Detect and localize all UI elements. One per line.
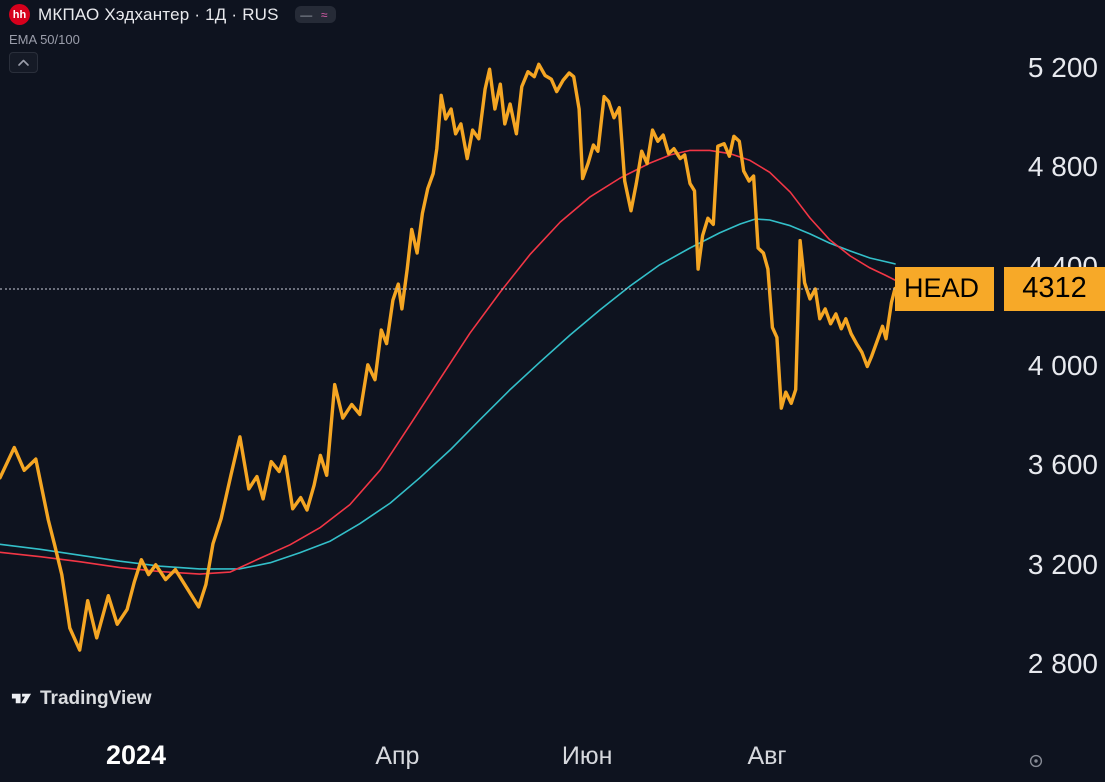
indicator-label[interactable]: EMA 50/100 — [9, 32, 80, 47]
tradingview-logo-text: TradingView — [40, 687, 152, 709]
tradingview-mark-icon — [11, 693, 32, 704]
scale-settings-button[interactable] — [1028, 753, 1044, 769]
tradingview-logo[interactable]: TradingView — [10, 687, 152, 710]
symbol-logo: hh — [9, 4, 30, 25]
last-price-flag: 4312 — [1004, 266, 1105, 311]
series-line-head — [0, 62, 897, 652]
collapse-indicators-button[interactable] — [9, 52, 38, 73]
chevron-up-icon — [18, 59, 29, 66]
price-tick-label: 5 200 — [1027, 52, 1098, 83]
price-tick-label: 4 000 — [1027, 350, 1098, 381]
hide-icon[interactable]: — — [300, 7, 313, 22]
time-tick-label: Апр — [375, 742, 420, 770]
wave-icon[interactable]: ≈ — [320, 7, 328, 22]
series-line-ema-50 — [0, 149, 896, 575]
price-tick-label: 4 800 — [1027, 151, 1098, 183]
price-tick-label: 2 800 — [1027, 648, 1098, 679]
time-tick-label: 2024 — [105, 740, 167, 770]
series-line-ema-100 — [0, 218, 896, 570]
last-price-dotted-line — [0, 287, 895, 290]
target-circle-icon — [1029, 754, 1043, 768]
symbol-flag: HEAD — [895, 266, 994, 311]
price-tick-label: 3 200 — [1027, 548, 1098, 580]
time-tick-label: Июн — [561, 742, 613, 770]
time-axis[interactable]: 2024 Апр Июн Авг — [0, 728, 1105, 782]
symbol-title[interactable]: МКПАО Хэдхантер · 1Д · RUS — [38, 4, 279, 24]
price-tick-label: 3 600 — [1027, 449, 1098, 481]
title-icons: — ≈ — [294, 6, 336, 23]
symbol-header[interactable]: hh МКПАО Хэдхантер · 1Д · RUS — ≈ — [9, 4, 336, 25]
time-tick-label: Авг — [747, 742, 787, 770]
